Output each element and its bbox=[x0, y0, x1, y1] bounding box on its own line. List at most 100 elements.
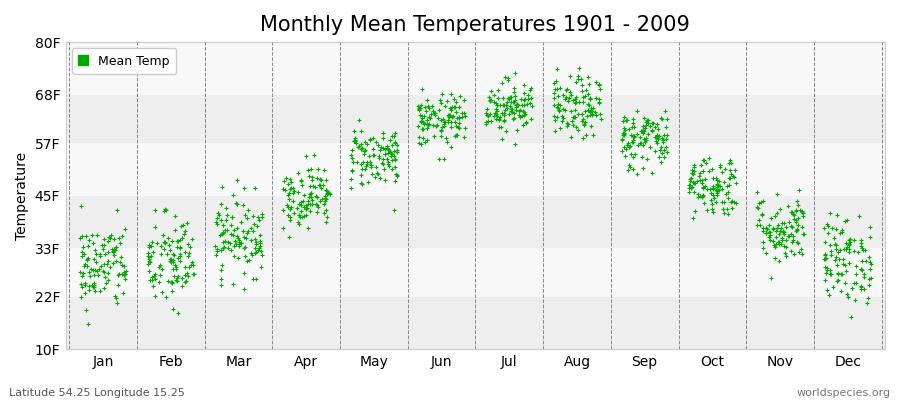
Point bbox=[186, 262, 201, 268]
Point bbox=[499, 102, 513, 108]
Point bbox=[239, 258, 254, 264]
Point bbox=[509, 102, 524, 108]
Point bbox=[441, 117, 455, 123]
Point bbox=[243, 224, 257, 231]
Point bbox=[102, 234, 116, 240]
Point bbox=[449, 132, 464, 138]
Point bbox=[837, 262, 851, 268]
Point bbox=[301, 197, 315, 204]
Point bbox=[639, 135, 653, 141]
Point bbox=[420, 117, 435, 124]
Point bbox=[507, 98, 521, 105]
Point bbox=[830, 278, 844, 284]
Point bbox=[778, 244, 793, 250]
Point bbox=[567, 114, 581, 120]
Point bbox=[97, 269, 112, 276]
Point bbox=[589, 112, 603, 118]
Point bbox=[304, 166, 319, 172]
Point bbox=[346, 128, 361, 134]
Point bbox=[344, 184, 358, 191]
Point bbox=[253, 240, 267, 246]
Point bbox=[584, 108, 598, 115]
Point bbox=[345, 168, 359, 174]
Point bbox=[181, 240, 195, 247]
Point bbox=[657, 154, 671, 160]
Point bbox=[94, 242, 109, 248]
Point bbox=[354, 161, 368, 168]
Point bbox=[756, 224, 770, 231]
Point bbox=[566, 114, 580, 120]
Point bbox=[317, 210, 331, 216]
Point bbox=[372, 155, 386, 161]
Point bbox=[113, 259, 128, 265]
Point bbox=[849, 280, 863, 286]
Point bbox=[497, 110, 511, 117]
Point bbox=[483, 111, 498, 118]
Point bbox=[448, 123, 463, 129]
Point bbox=[783, 248, 797, 254]
Point bbox=[579, 86, 593, 93]
Point bbox=[114, 254, 129, 260]
Point bbox=[179, 278, 194, 284]
Point bbox=[490, 106, 504, 112]
Point bbox=[634, 128, 649, 134]
Point bbox=[712, 186, 726, 193]
Point bbox=[309, 201, 323, 207]
Point bbox=[297, 213, 311, 220]
Point bbox=[148, 292, 163, 299]
Point bbox=[760, 225, 774, 232]
Point bbox=[412, 140, 427, 146]
Point bbox=[445, 90, 459, 97]
Point bbox=[218, 227, 232, 233]
Point bbox=[484, 88, 499, 94]
Point bbox=[185, 271, 200, 277]
Point bbox=[378, 150, 392, 157]
Point bbox=[356, 159, 370, 165]
Point bbox=[824, 241, 838, 248]
Point bbox=[412, 104, 427, 111]
Point bbox=[178, 278, 193, 285]
Point bbox=[832, 256, 846, 263]
Point bbox=[141, 244, 156, 250]
Point bbox=[428, 112, 442, 119]
Point bbox=[144, 243, 158, 250]
Point bbox=[281, 204, 295, 210]
Point bbox=[505, 106, 519, 112]
Point bbox=[158, 206, 173, 213]
Point bbox=[498, 112, 512, 118]
Point bbox=[448, 108, 463, 115]
Point bbox=[711, 178, 725, 184]
Point bbox=[154, 251, 168, 257]
Point bbox=[93, 288, 107, 294]
Point bbox=[303, 201, 318, 207]
Point bbox=[382, 159, 396, 165]
Point bbox=[376, 166, 391, 172]
Point bbox=[713, 162, 727, 168]
Point bbox=[624, 132, 638, 138]
Point bbox=[224, 247, 238, 254]
Point bbox=[760, 250, 774, 256]
Point bbox=[101, 248, 115, 255]
Point bbox=[832, 277, 846, 284]
Point bbox=[616, 114, 631, 120]
Point bbox=[439, 135, 454, 141]
Point bbox=[87, 288, 102, 294]
Point bbox=[457, 110, 472, 116]
Point bbox=[74, 280, 88, 287]
Point bbox=[550, 114, 564, 120]
Point bbox=[556, 106, 571, 112]
Point bbox=[86, 282, 100, 289]
Point bbox=[142, 254, 157, 260]
Point bbox=[73, 268, 87, 275]
Point bbox=[552, 101, 566, 108]
Point bbox=[654, 135, 669, 141]
Point bbox=[728, 200, 742, 206]
Point bbox=[227, 243, 241, 249]
Point bbox=[686, 179, 700, 186]
Point bbox=[219, 217, 233, 224]
Point bbox=[146, 283, 160, 289]
Point bbox=[495, 110, 509, 116]
Point bbox=[348, 135, 363, 142]
Point bbox=[789, 207, 804, 213]
Point bbox=[615, 136, 629, 142]
